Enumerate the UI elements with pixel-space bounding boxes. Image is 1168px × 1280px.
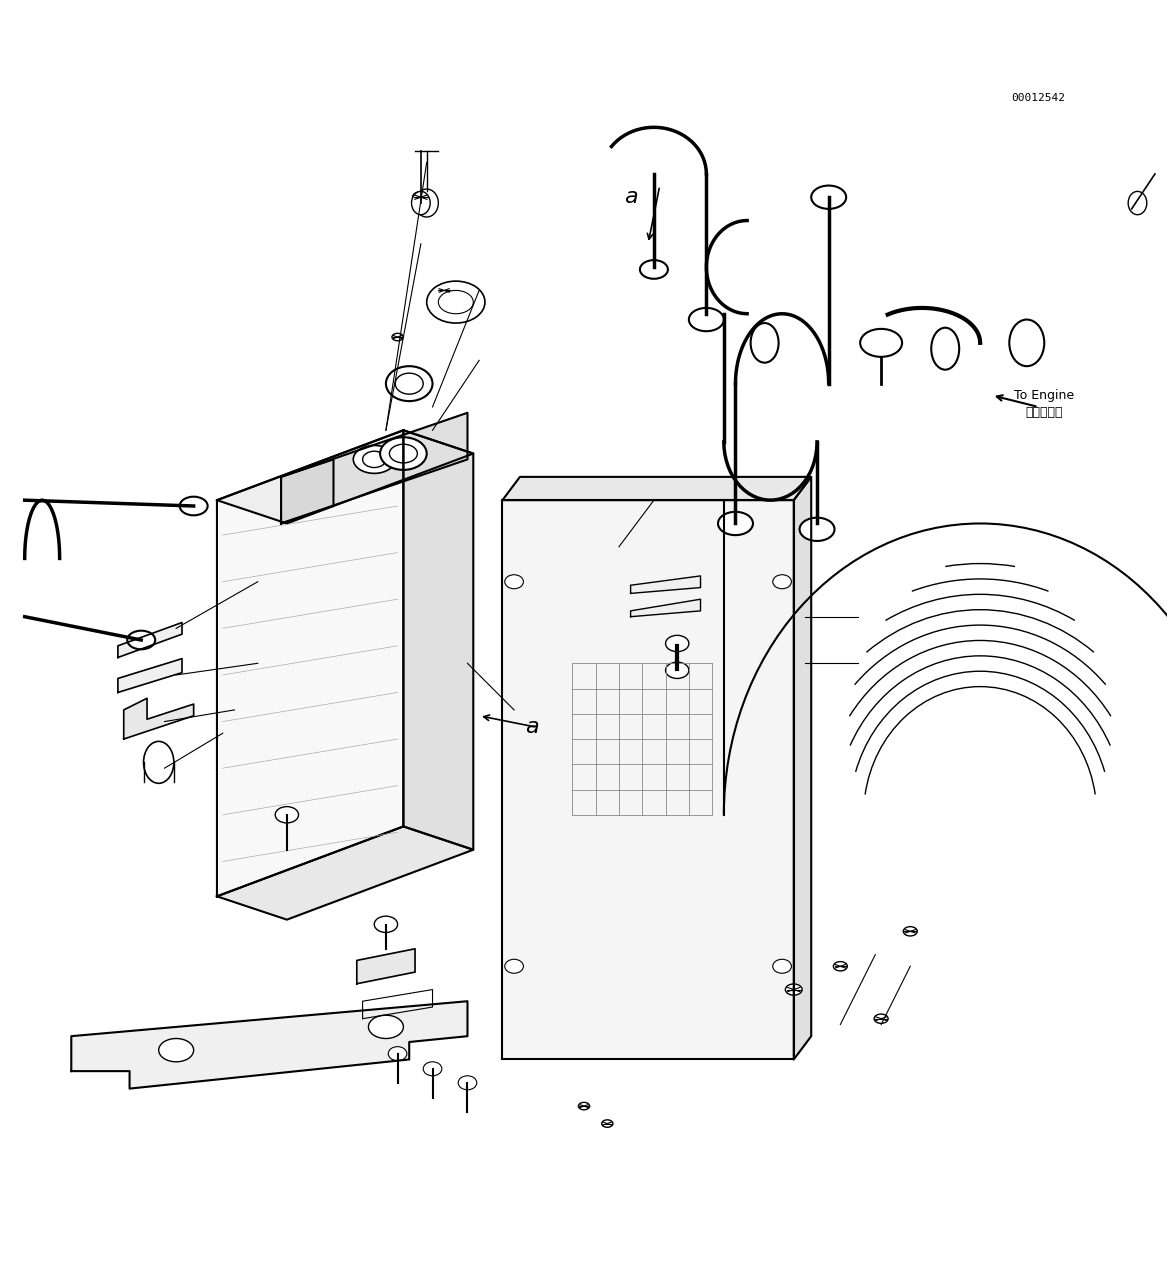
Polygon shape [631,599,701,617]
Polygon shape [124,699,194,739]
Ellipse shape [874,1014,888,1023]
Ellipse shape [773,959,792,973]
Ellipse shape [412,192,430,202]
Ellipse shape [389,444,417,463]
Ellipse shape [374,916,397,932]
Ellipse shape [602,1120,613,1128]
Ellipse shape [458,1075,477,1089]
Text: 00012542: 00012542 [1011,93,1065,104]
Ellipse shape [276,806,299,823]
Polygon shape [794,477,812,1060]
Ellipse shape [353,445,395,474]
Ellipse shape [180,497,208,516]
Ellipse shape [415,189,438,218]
Ellipse shape [751,323,779,362]
Ellipse shape [159,1038,194,1062]
Ellipse shape [931,328,959,370]
Ellipse shape [773,575,792,589]
Ellipse shape [505,575,523,589]
Ellipse shape [833,961,847,972]
Polygon shape [502,477,812,500]
Polygon shape [118,622,182,658]
Text: エンジンへ: エンジンへ [1026,406,1063,420]
Polygon shape [502,500,794,1060]
Polygon shape [281,412,467,524]
Ellipse shape [426,282,485,323]
Ellipse shape [144,741,174,783]
Ellipse shape [392,333,403,340]
Text: a: a [524,717,538,737]
Ellipse shape [127,631,155,649]
Ellipse shape [438,291,473,314]
Polygon shape [118,659,182,692]
Polygon shape [217,430,473,524]
Ellipse shape [423,1062,442,1075]
Polygon shape [281,460,334,524]
Polygon shape [71,1001,467,1088]
Ellipse shape [380,438,426,470]
Ellipse shape [411,192,430,215]
Polygon shape [403,430,473,850]
Ellipse shape [362,452,385,467]
Ellipse shape [666,662,689,678]
Ellipse shape [800,517,834,541]
Ellipse shape [903,927,917,936]
Ellipse shape [385,366,432,401]
Ellipse shape [1009,320,1044,366]
Ellipse shape [1128,192,1147,215]
Ellipse shape [860,329,902,357]
Polygon shape [217,430,403,896]
Ellipse shape [437,285,451,296]
Ellipse shape [395,374,423,394]
Ellipse shape [718,512,753,535]
Ellipse shape [640,260,668,279]
Ellipse shape [505,959,523,973]
Ellipse shape [578,1102,590,1110]
Polygon shape [631,576,701,594]
Ellipse shape [368,1015,403,1038]
Text: To Engine: To Engine [1014,389,1075,402]
Ellipse shape [785,984,802,995]
Ellipse shape [666,635,689,652]
Ellipse shape [689,308,724,332]
Text: a: a [624,187,638,207]
Polygon shape [217,827,473,919]
Ellipse shape [388,1047,406,1061]
Polygon shape [356,948,415,984]
Ellipse shape [812,186,846,209]
